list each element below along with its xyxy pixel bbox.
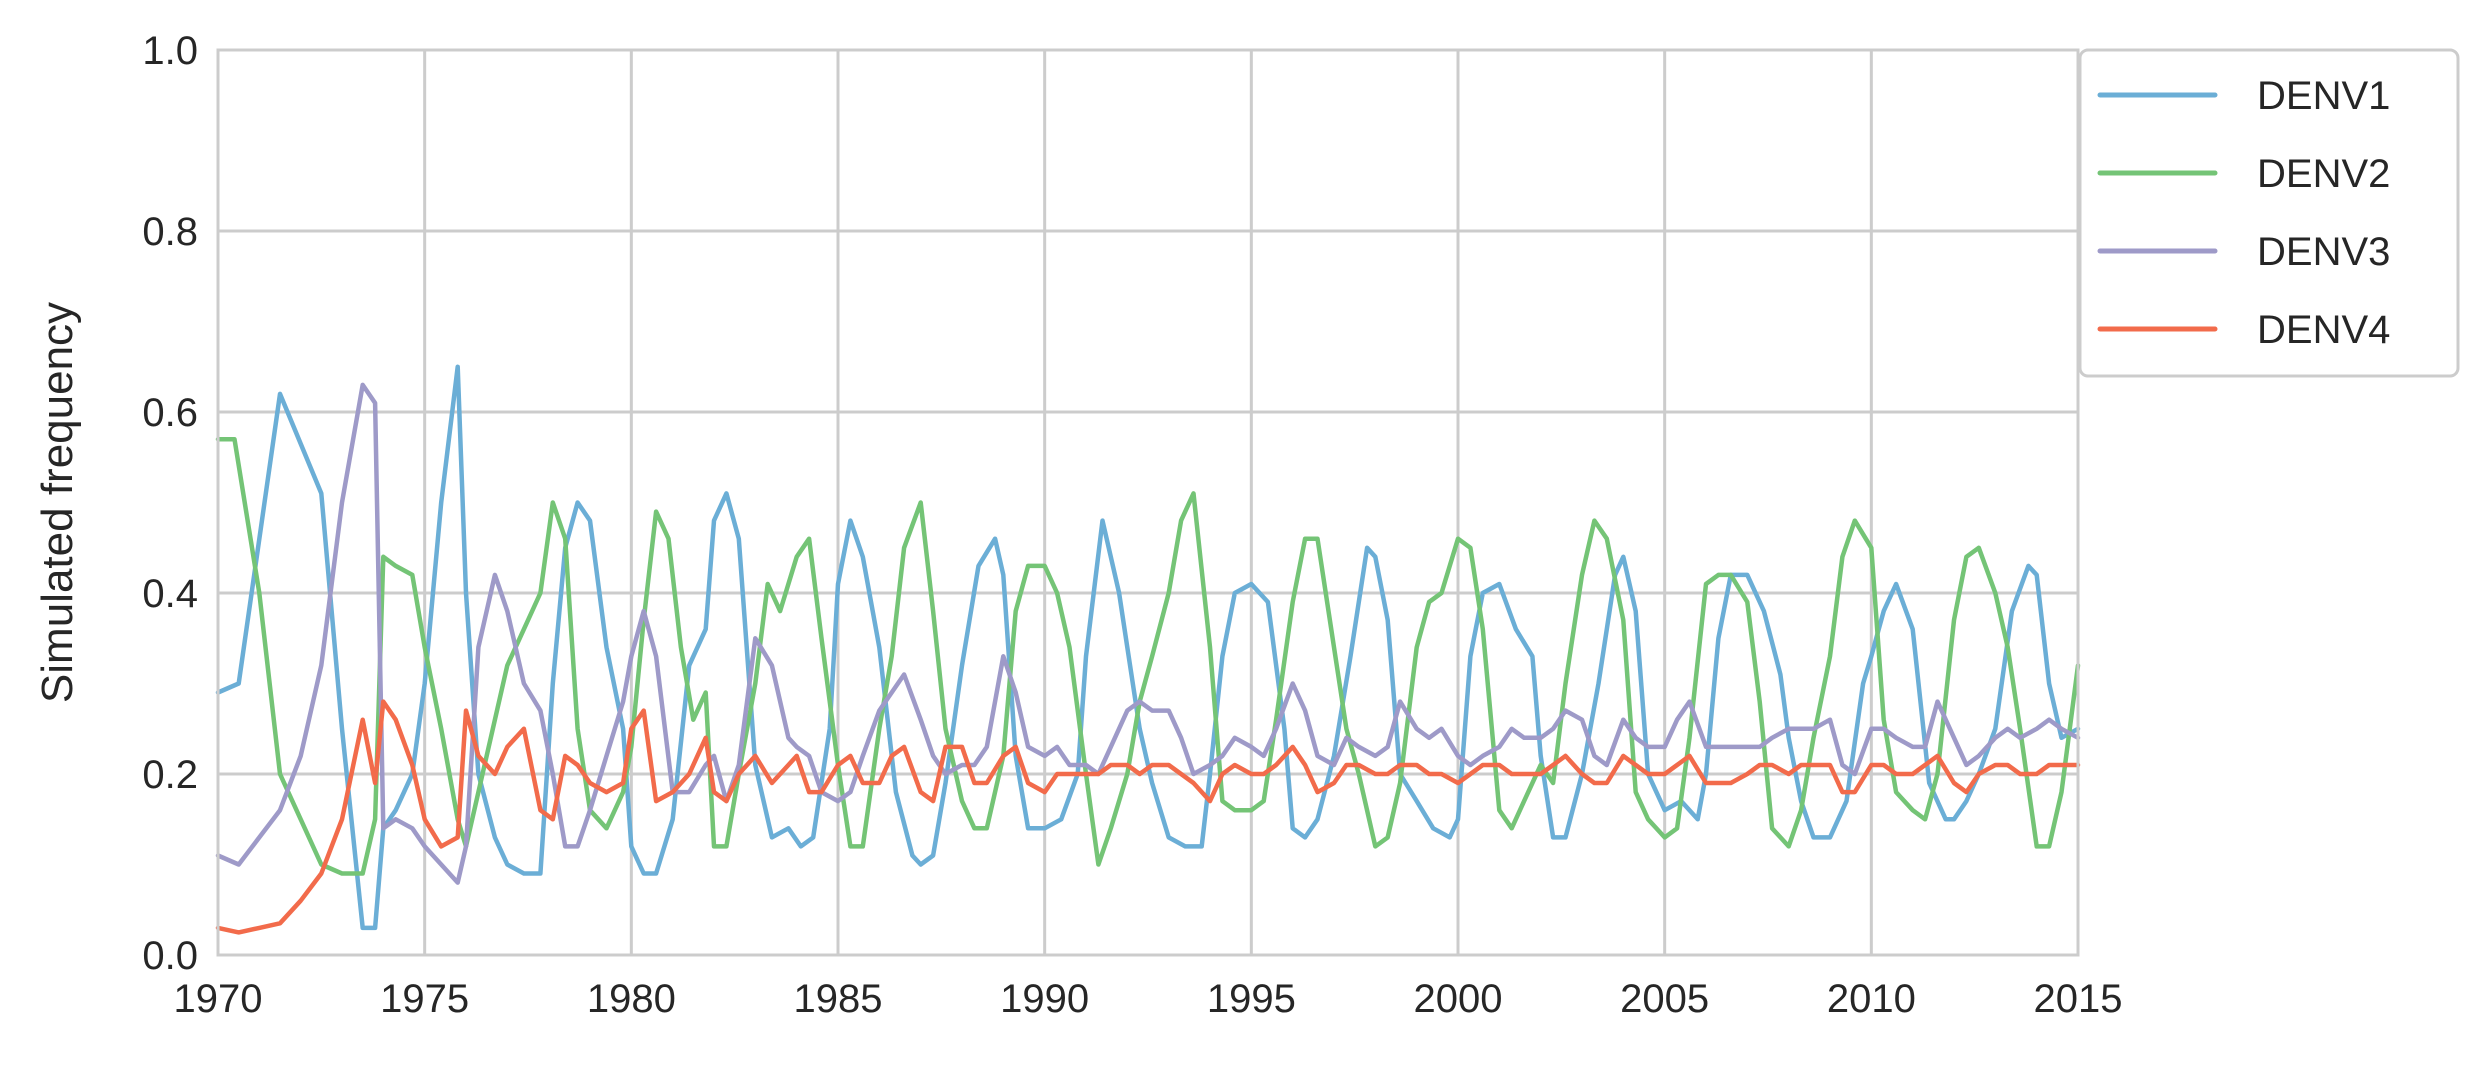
y-tick-label: 0.6 — [142, 391, 198, 435]
legend: DENV1 DENV2 DENV3 DENV4 — [2078, 48, 2460, 378]
x-tick-label: 2010 — [1827, 977, 1916, 1021]
y-axis-label: Simulated frequency — [33, 302, 82, 703]
plot-frame — [216, 48, 2080, 957]
legend-label-denv3: DENV3 — [2257, 230, 2390, 274]
series-line-denv3 — [215, 382, 2081, 885]
x-tick-label: 1980 — [587, 977, 676, 1021]
x-tick-label: 1970 — [174, 977, 263, 1021]
x-tick-label: 1990 — [1000, 977, 1089, 1021]
y-tick-label: 0.4 — [142, 572, 198, 616]
series-line-denv1 — [215, 364, 2081, 931]
y-tick-label: 1.0 — [142, 29, 198, 73]
legend-box — [2078, 48, 2460, 378]
x-tick-label: 1995 — [1207, 977, 1296, 1021]
series-line-denv2 — [215, 436, 2081, 876]
x-tick-label: 2005 — [1620, 977, 1709, 1021]
y-tick-label: 0.0 — [142, 934, 198, 978]
y-tick-label: 0.8 — [142, 210, 198, 254]
legend-label-denv1: DENV1 — [2257, 74, 2390, 118]
x-tick-label: 1985 — [794, 977, 883, 1021]
series-line-denv4 — [215, 699, 2081, 935]
x-tick-label: 2000 — [1414, 977, 1503, 1021]
series-lines — [215, 364, 2081, 935]
x-tick-labels: 1970 1975 1980 1985 1990 1995 2000 2005 2010 2015 — [174, 977, 2123, 1021]
x-tick-label: 1975 — [380, 977, 469, 1021]
y-tick-label: 0.2 — [142, 753, 198, 797]
y-tick-labels: 0.0 0.2 0.4 0.6 0.8 1.0 — [142, 29, 198, 978]
legend-label-denv4: DENV4 — [2257, 308, 2390, 352]
legend-label-denv2: DENV2 — [2257, 152, 2390, 196]
x-tick-label: 2015 — [2034, 977, 2123, 1021]
